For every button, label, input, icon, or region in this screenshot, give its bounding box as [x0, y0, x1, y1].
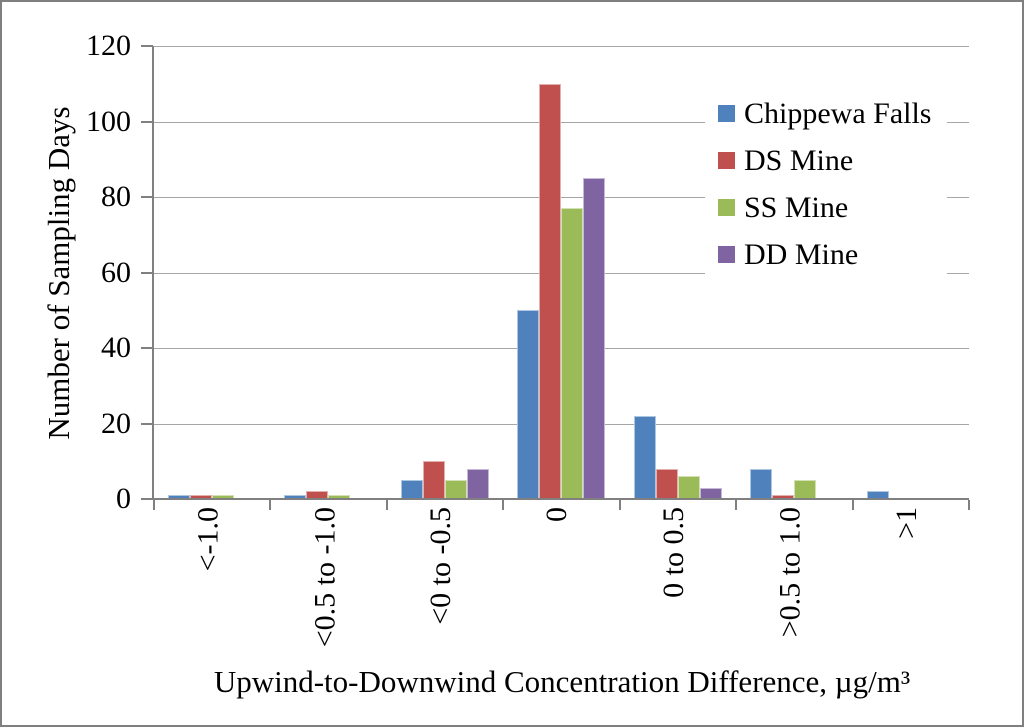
bar-ss-mine [445, 480, 467, 499]
x-tick-label-2: <0.5 to -1.0 [308, 507, 341, 648]
x-tick-label-1: <-1.0 [191, 507, 224, 572]
bar-ss-mine [212, 495, 234, 499]
bar-chippewa-falls [401, 480, 423, 499]
bar-ds-mine [190, 495, 212, 499]
x-tick-mark-2 [386, 500, 388, 510]
bar-chippewa-falls [284, 495, 306, 499]
gridline-y-120 [154, 46, 969, 47]
x-tick-label-3: <0 to -0.5 [424, 507, 457, 625]
legend-item-chippewa-falls: Chippewa Falls [705, 90, 947, 137]
legend-label: SS Mine [744, 190, 849, 224]
y-axis-line [152, 46, 154, 499]
bar-group-6 [736, 46, 852, 499]
x-tick-label-7: >1 [890, 507, 923, 539]
legend-swatch-icon [718, 152, 735, 169]
x-tick-mark-6 [852, 500, 854, 510]
y-tick-label-80: 80 [101, 180, 131, 213]
legend-swatch-icon [718, 105, 735, 122]
bar-group-5 [620, 46, 736, 499]
plot-area [154, 46, 969, 499]
y-tick-label-20: 20 [101, 407, 131, 440]
bar-dd-mine [700, 488, 722, 499]
bar-chippewa-falls [867, 491, 889, 499]
y-tick-mark-80 [141, 196, 153, 198]
x-axis-line [152, 498, 969, 500]
x-tick-mark-1 [269, 500, 271, 510]
x-axis-title: Upwind-to-Downwind Concentration Differe… [213, 664, 911, 699]
bar-ds-mine [539, 84, 561, 499]
y-axis-title: Number of Sampling Days [41, 106, 76, 440]
bar-group-4 [503, 46, 619, 499]
bar-ss-mine [328, 495, 350, 499]
legend-swatch-icon [718, 246, 735, 263]
x-tick-mark-7 [968, 500, 970, 510]
y-tick-label-120: 120 [86, 29, 131, 62]
y-tick-mark-60 [141, 272, 153, 274]
bar-dd-mine [583, 178, 605, 499]
bar-ds-mine [423, 461, 445, 499]
y-tick-mark-100 [141, 121, 153, 123]
x-tick-mark-0 [153, 500, 155, 510]
y-tick-mark-20 [141, 423, 153, 425]
bar-group-2 [270, 46, 386, 499]
y-tick-label-100: 100 [86, 105, 131, 138]
x-tick-mark-3 [502, 500, 504, 510]
bar-ds-mine [772, 495, 794, 499]
bar-chippewa-falls [750, 469, 772, 499]
gridline-y-80 [154, 197, 969, 198]
bar-dd-mine [467, 469, 489, 499]
bar-ss-mine [794, 480, 816, 499]
y-tick-mark-0 [141, 498, 153, 500]
bar-group-7 [853, 46, 969, 499]
bar-ss-mine [678, 476, 700, 499]
x-tick-label-6: >0.5 to 1.0 [773, 507, 806, 638]
bar-chippewa-falls [517, 310, 539, 499]
x-tick-label-5: 0 to 0.5 [657, 507, 690, 598]
y-tick-mark-40 [141, 347, 153, 349]
legend-item-ss-mine: SS Mine [705, 184, 947, 231]
y-tick-label-60: 60 [101, 256, 131, 289]
x-tick-label-4: 0 [540, 507, 573, 522]
legend-label: DD Mine [744, 237, 859, 271]
legend-label: Chippewa Falls [744, 96, 932, 130]
bar-chippewa-falls [634, 416, 656, 499]
legend-item-dd-mine: DD Mine [705, 231, 947, 278]
bar-ss-mine [561, 208, 583, 499]
y-tick-label-0: 0 [116, 482, 131, 515]
bar-group-3 [387, 46, 503, 499]
legend: Chippewa Falls DS Mine SS Mine DD Mine [705, 86, 947, 282]
legend-label: DS Mine [744, 143, 854, 177]
bar-group-1 [154, 46, 270, 499]
bar-ds-mine [656, 469, 678, 499]
legend-swatch-icon [718, 199, 735, 216]
x-tick-mark-4 [619, 500, 621, 510]
y-tick-label-40: 40 [101, 331, 131, 364]
legend-item-ds-mine: DS Mine [705, 137, 947, 184]
gridline-y-100 [154, 122, 969, 123]
y-tick-mark-120 [141, 45, 153, 47]
x-tick-mark-5 [735, 500, 737, 510]
bar-ds-mine [306, 491, 328, 499]
bar-chippewa-falls [168, 495, 190, 499]
